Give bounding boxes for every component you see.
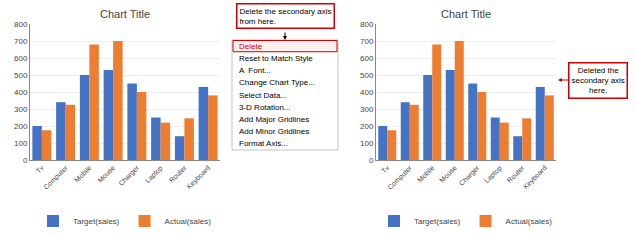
svg-text:Actual(sales): Actual(sales): [506, 217, 553, 226]
svg-text:200: 200: [14, 122, 28, 131]
svg-text:Charger: Charger: [458, 164, 482, 188]
svg-text:Target(sales): Target(sales): [414, 217, 461, 226]
svg-text:Delete: Delete: [239, 42, 263, 51]
svg-text:300: 300: [360, 105, 374, 114]
svg-text:700: 700: [360, 37, 374, 46]
svg-text:0: 0: [23, 156, 28, 165]
svg-text:Keyboard: Keyboard: [185, 164, 212, 191]
svg-text:200: 200: [360, 122, 374, 131]
svg-text:100: 100: [360, 139, 374, 148]
svg-text:Mobile: Mobile: [73, 164, 93, 184]
svg-text:Tv: Tv: [35, 164, 46, 175]
svg-text:Change Chart Type...: Change Chart Type...: [239, 78, 315, 87]
svg-text:600: 600: [14, 54, 28, 63]
svg-text:Target(sales): Target(sales): [73, 217, 120, 226]
svg-text:Computer: Computer: [42, 164, 70, 192]
svg-text:Laptop: Laptop: [144, 164, 165, 185]
svg-text:Router: Router: [506, 164, 526, 184]
svg-text:800: 800: [360, 20, 374, 29]
svg-text:600: 600: [360, 54, 374, 63]
svg-text:500: 500: [14, 71, 28, 80]
svg-text:Chart Title: Chart Title: [100, 8, 150, 20]
svg-text:3-D Rotation...: 3-D Rotation...: [239, 103, 291, 112]
svg-text:100: 100: [14, 139, 28, 148]
svg-text:Charger: Charger: [117, 164, 141, 188]
svg-text:Delete the secondary axisfrom: Delete the secondary axisfrom here.: [240, 7, 332, 26]
svg-text:Tv: Tv: [380, 164, 391, 175]
svg-text:Mouse: Mouse: [438, 164, 458, 184]
svg-text:500: 500: [360, 71, 374, 80]
svg-text:Mobile: Mobile: [416, 164, 436, 184]
svg-text:Actual(sales): Actual(sales): [165, 217, 212, 226]
svg-text:800: 800: [14, 20, 28, 29]
svg-text:400: 400: [360, 88, 374, 97]
svg-text:Laptop: Laptop: [483, 164, 504, 185]
svg-text:400: 400: [14, 88, 28, 97]
svg-text:Chart Title: Chart Title: [441, 8, 491, 20]
svg-text:Reset to Match Style: Reset to Match Style: [239, 54, 313, 63]
svg-text:300: 300: [14, 105, 28, 114]
svg-text:Select Data...: Select Data...: [239, 91, 287, 100]
svg-text:Mouse: Mouse: [97, 164, 117, 184]
svg-text:Add Major Gridlines: Add Major Gridlines: [239, 115, 309, 124]
svg-text:Add Minor Gridlines: Add Minor Gridlines: [239, 127, 309, 136]
svg-text:Computer: Computer: [386, 164, 414, 192]
svg-text:0: 0: [369, 156, 374, 165]
svg-text:Format Axis...: Format Axis...: [239, 139, 288, 148]
svg-text:Keyboard: Keyboard: [522, 164, 549, 191]
svg-text:Deleted thesecondary axishere.: Deleted thesecondary axishere.: [572, 66, 625, 96]
svg-text:700: 700: [14, 37, 28, 46]
svg-text:Router: Router: [168, 164, 188, 184]
svg-text:A Font...: A Font...: [239, 66, 271, 75]
